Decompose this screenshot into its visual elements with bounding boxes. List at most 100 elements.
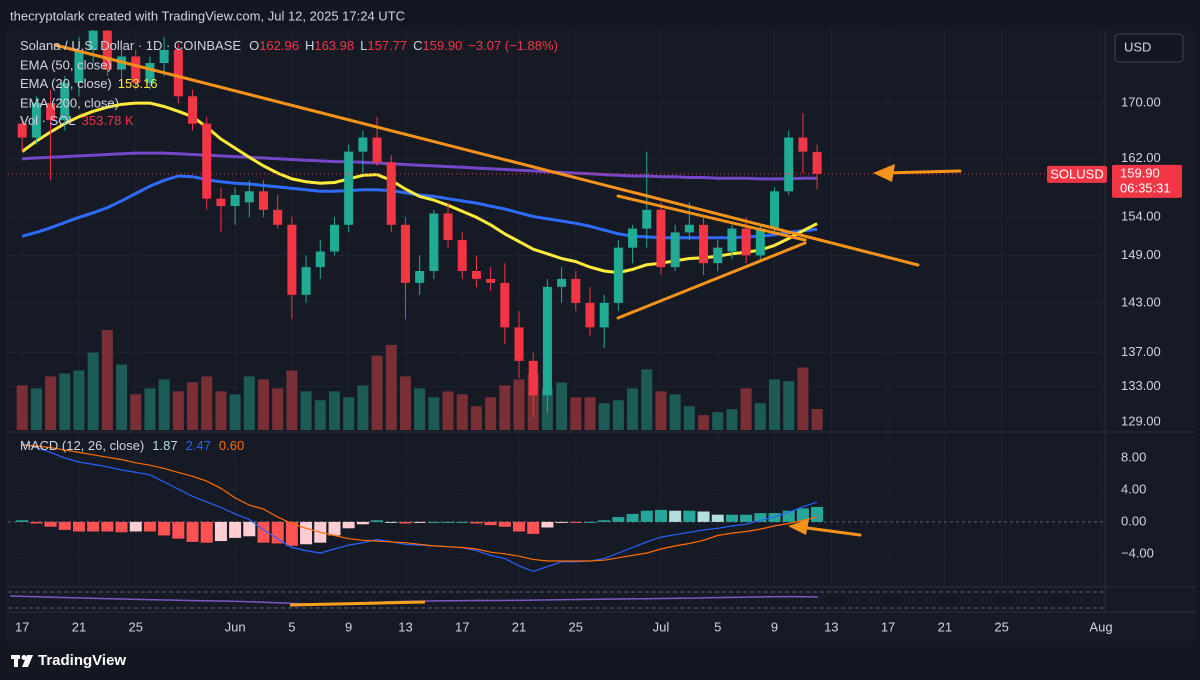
macd-line (22, 443, 818, 573)
x-tick-label: 5 (288, 619, 295, 634)
volume-bar (243, 376, 255, 430)
volume-bar (726, 409, 738, 430)
price-tag-bg (1112, 164, 1182, 198)
candle-body (557, 278, 567, 287)
histogram-bar (569, 521, 582, 523)
ohlc-value: 157.77 (367, 38, 407, 53)
histogram-bar (186, 521, 199, 542)
y-tick-label: 137.00 (1121, 344, 1161, 359)
volume-bar (456, 394, 468, 430)
currency[interactable]: USD (1124, 39, 1151, 54)
volume-bar (229, 394, 241, 430)
legend-value: 1.87 (152, 438, 177, 453)
volume-bar (485, 397, 497, 430)
candle-body (613, 247, 623, 303)
candle-body (230, 194, 240, 207)
triangle-upper (616, 194, 807, 242)
histogram-bar (172, 521, 185, 539)
volume-bar (215, 391, 227, 430)
arrow-head (788, 519, 809, 535)
histogram-bar (115, 521, 128, 533)
histogram-bar (129, 521, 142, 532)
volume-bar (598, 403, 610, 430)
volume-bar (428, 397, 440, 430)
histogram-bar (697, 511, 710, 522)
candle-body (741, 228, 751, 256)
histogram-bar (158, 521, 171, 536)
legend-entry: Vol · SOL 353.78 K (20, 113, 134, 128)
volume-bar (343, 397, 355, 430)
y-tick-label: 4.00 (1121, 481, 1146, 496)
histogram-bar (399, 521, 412, 524)
histogram-bar (725, 514, 738, 522)
header: thecryptolark created with TradingView.c… (10, 8, 405, 23)
y-tick-label: 143.00 (1121, 294, 1161, 309)
volume-bar (314, 400, 326, 430)
candle-body (173, 49, 183, 97)
histogram-bar (44, 521, 57, 527)
histogram-bar (356, 521, 369, 525)
price-pane (8, 30, 1105, 430)
candle-body (500, 282, 510, 328)
ohlc-label: H (305, 38, 314, 53)
candle-body (713, 247, 723, 264)
x-tick-label: 17 (455, 619, 469, 634)
volume-bar (712, 412, 724, 430)
histogram-bar (711, 514, 724, 522)
candle-body (17, 123, 27, 138)
candle-body (642, 209, 652, 229)
volume-bar (172, 391, 184, 430)
candle-body (315, 251, 325, 268)
x-tick-label: 9 (345, 619, 352, 634)
histogram-bar (470, 521, 483, 524)
arrow (798, 525, 862, 537)
legend-entry: EMA (50, close) (20, 57, 112, 72)
volume-bar (669, 394, 681, 430)
volume-bar (655, 391, 667, 430)
volume-bar (258, 379, 270, 430)
histogram-bar (58, 521, 71, 530)
candle-body (102, 30, 112, 70)
y-tick-label: 133.00 (1121, 378, 1161, 393)
volume-bar (201, 376, 213, 430)
volume-bar (769, 379, 781, 430)
volume-bar (811, 408, 823, 430)
candle-body (415, 271, 425, 283)
histogram-bar (811, 506, 824, 522)
logo-part (22, 655, 33, 667)
x-tick-label: 25 (994, 619, 1008, 634)
histogram-bar (513, 521, 526, 532)
candle-body (386, 162, 396, 225)
ohlc-label: C (413, 38, 422, 53)
annotations (53, 43, 962, 537)
chart-panel (6, 30, 1196, 642)
legend-entry: EMA (200, close) (20, 95, 119, 110)
legend-entry: EMA (20, close) 153.16 (20, 76, 158, 91)
symbol: Solana / U.S. Dollar · 1D · COINBASE (20, 38, 241, 53)
histogram-bar (541, 521, 554, 528)
x-tick-label: 21 (512, 619, 526, 634)
y-tick-label: −4.00 (1121, 545, 1154, 560)
triangle-lower (616, 241, 807, 320)
histogram-bar (16, 520, 29, 522)
macd-legend: MACD (12, 26, close) 1.87 2.47 0.60 (20, 438, 244, 453)
y-tick-label: 162.00 (1121, 150, 1161, 165)
candle-body (31, 103, 41, 138)
volume-bar (740, 388, 752, 430)
candle-body (244, 191, 254, 203)
volume-bar (754, 403, 766, 430)
candle-body (585, 302, 595, 328)
candle-body (755, 228, 765, 256)
currency-button[interactable] (1114, 33, 1184, 63)
candle-body (514, 327, 524, 361)
x-tick-label: 17 (881, 619, 895, 634)
volume-bar (116, 364, 128, 430)
histogram-bar (442, 521, 455, 523)
legend-value: 2.47 (186, 438, 211, 453)
volume-bar (683, 406, 695, 430)
candle-body (301, 267, 311, 295)
volume-bar (286, 370, 298, 430)
volume-bar (783, 381, 795, 430)
